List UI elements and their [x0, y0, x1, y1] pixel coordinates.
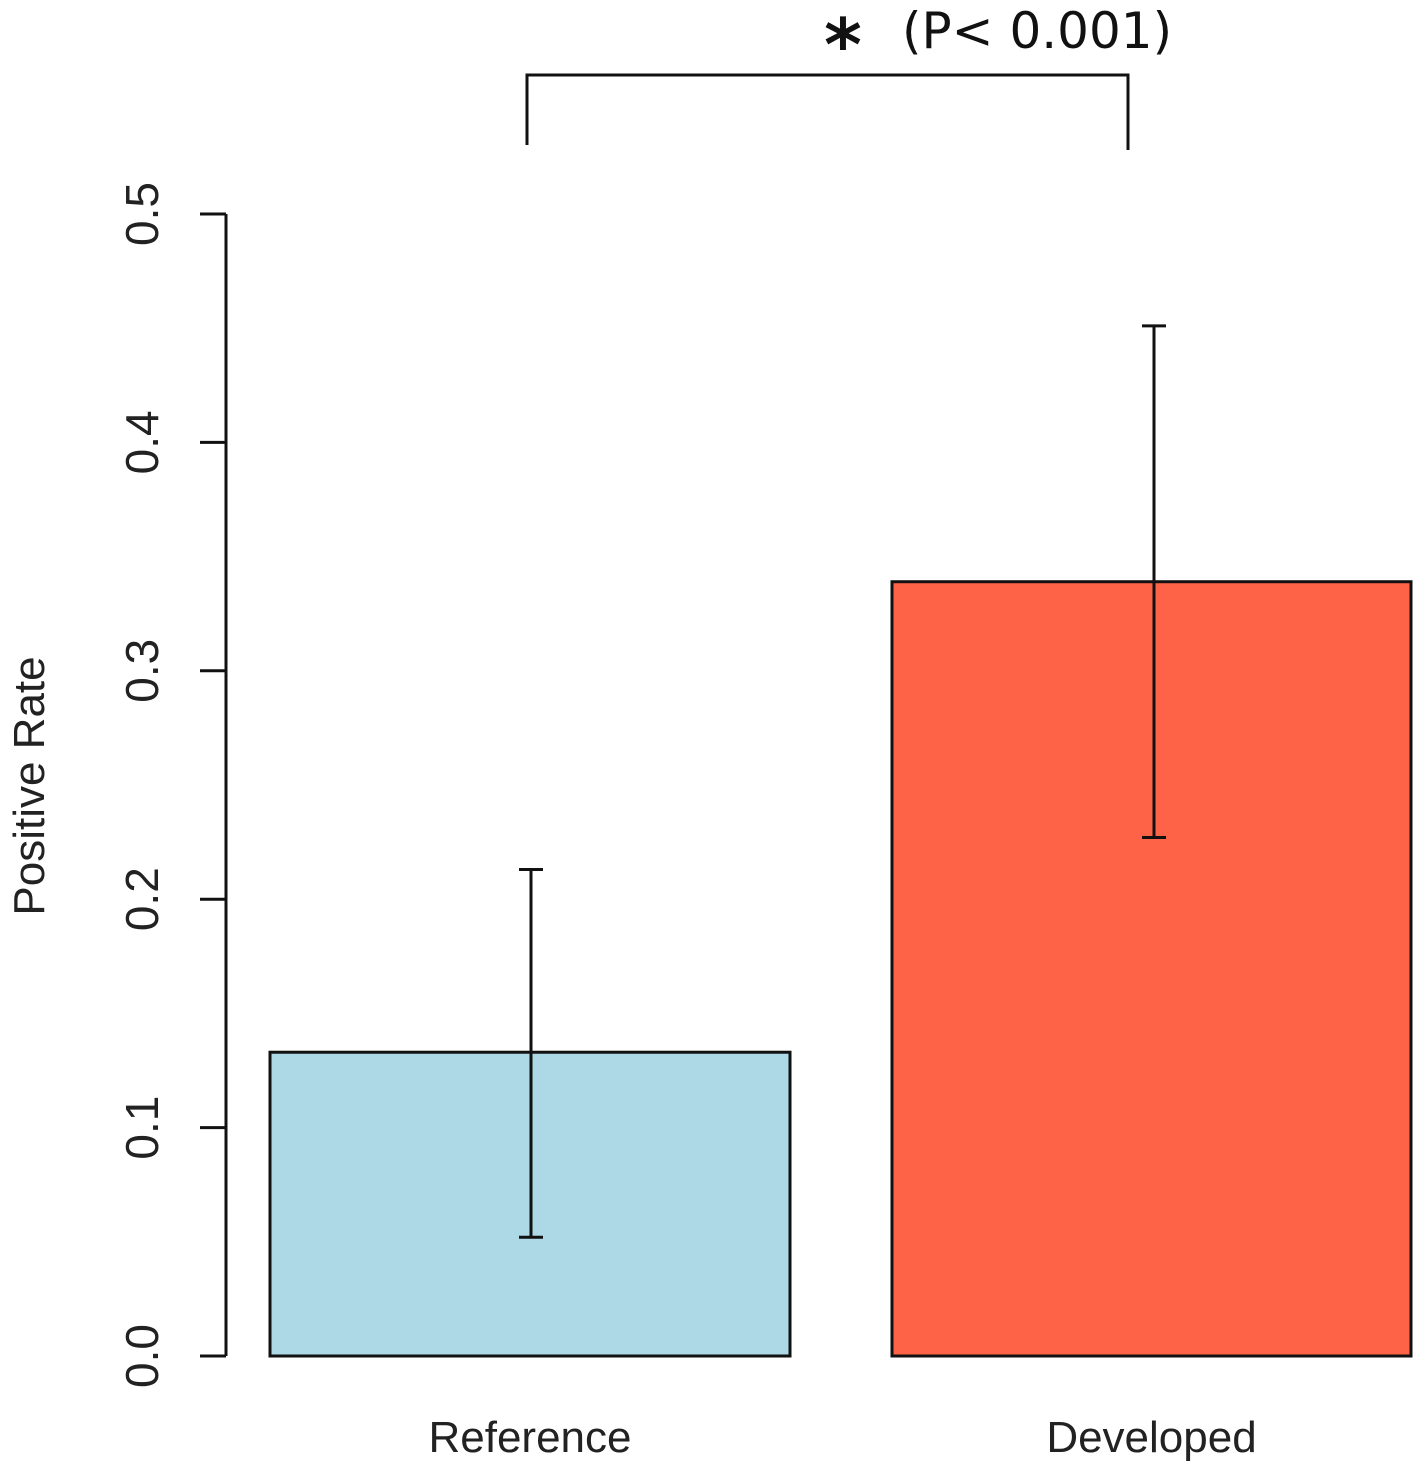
y-tick-label: 0.2 [116, 867, 168, 931]
y-tick-label: 0.5 [116, 182, 168, 246]
y-tick-label: 0.4 [116, 410, 168, 474]
y-tick-label: 0.0 [116, 1324, 168, 1388]
p-value-label: (P< 0.001) [902, 2, 1172, 60]
y-axis-title: Positive Rate [5, 656, 54, 915]
y-tick-label: 0.1 [116, 1096, 168, 1160]
y-tick-label: 0.3 [116, 639, 168, 703]
y-axis: 0.0 0.1 0.2 0.3 0.4 0.5 [116, 182, 228, 1388]
x-axis-labels: Reference Developed [428, 1413, 1256, 1462]
significance-bracket [525, 73, 1130, 150]
significance-star: * [824, 3, 862, 87]
x-category-label: Reference [428, 1413, 631, 1462]
significance-annotation: * (P< 0.001) [525, 2, 1172, 150]
bar-developed [890, 580, 1413, 1358]
error-bars [519, 324, 1166, 1239]
x-category-label: Developed [1046, 1413, 1256, 1462]
bars [268, 580, 1413, 1358]
